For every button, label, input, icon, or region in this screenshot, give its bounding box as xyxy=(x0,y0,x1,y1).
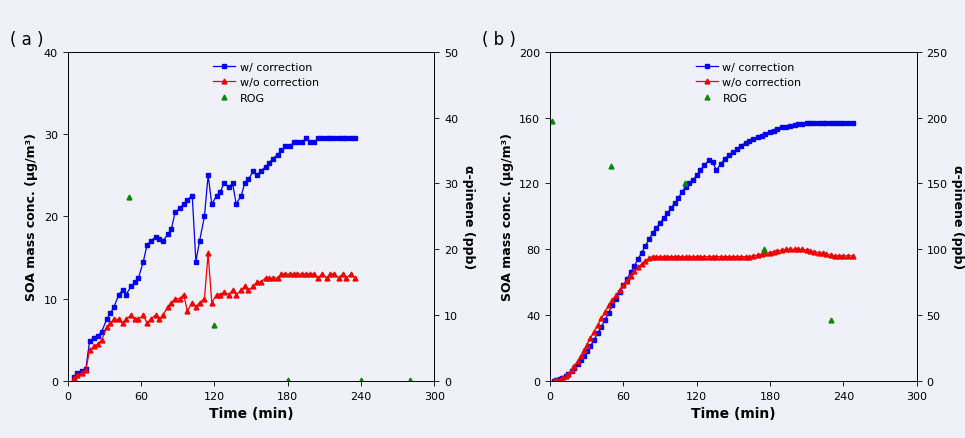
w/o correction xyxy=(715,254,727,260)
w/o correction xyxy=(104,321,116,326)
w/o correction xyxy=(847,254,859,259)
Text: ( b ): ( b ) xyxy=(482,31,516,49)
w/o correction xyxy=(349,276,361,281)
w/ correction xyxy=(847,121,859,127)
w/ correction xyxy=(132,276,144,281)
ROG xyxy=(208,322,220,328)
w/ correction xyxy=(548,378,560,383)
Line: ROG: ROG xyxy=(550,120,834,323)
w/o correction xyxy=(743,254,755,260)
w/o correction xyxy=(68,376,79,381)
w/o correction xyxy=(813,251,825,256)
ROG xyxy=(825,318,837,323)
Line: w/o correction: w/o correction xyxy=(551,247,856,383)
w/o correction xyxy=(731,254,743,260)
w/ correction xyxy=(313,136,324,141)
Line: w/ correction: w/ correction xyxy=(551,122,856,383)
ROG xyxy=(404,378,416,383)
Line: w/ correction: w/ correction xyxy=(71,136,357,379)
w/o correction xyxy=(203,251,214,256)
w/ correction xyxy=(300,136,312,141)
Legend: w/ correction, w/o correction, ROG: w/ correction, w/o correction, ROG xyxy=(208,58,323,108)
Y-axis label: SOA mass conc. (μg/m³): SOA mass conc. (μg/m³) xyxy=(501,133,513,300)
X-axis label: Time (min): Time (min) xyxy=(208,406,293,420)
Y-axis label: α-pinene (ppb): α-pinene (ppb) xyxy=(462,165,475,269)
w/ correction xyxy=(349,136,361,141)
Y-axis label: α-pinene (ppb): α-pinene (ppb) xyxy=(951,165,964,269)
w/ correction xyxy=(68,374,79,380)
w/o correction xyxy=(153,317,165,322)
ROG xyxy=(678,181,690,187)
w/o correction xyxy=(669,254,680,260)
w/ correction xyxy=(813,121,825,127)
Y-axis label: SOA mass conc. (μg/m³): SOA mass conc. (μg/m³) xyxy=(25,133,39,300)
Line: w/o correction: w/o correction xyxy=(71,251,357,381)
w/ correction xyxy=(669,201,680,206)
ROG xyxy=(547,120,559,125)
ROG xyxy=(758,247,770,252)
w/ correction xyxy=(801,121,813,127)
ROG xyxy=(282,378,293,383)
Line: ROG: ROG xyxy=(126,194,412,383)
Legend: w/ correction, w/o correction, ROG: w/ correction, w/o correction, ROG xyxy=(691,58,806,108)
ROG xyxy=(605,164,617,170)
w/o correction xyxy=(227,288,238,293)
w/ correction xyxy=(104,311,116,316)
ROG xyxy=(355,378,367,383)
w/o correction xyxy=(548,378,560,384)
w/o correction xyxy=(309,272,320,277)
w/ correction xyxy=(719,157,731,162)
Text: ( a ): ( a ) xyxy=(10,31,43,49)
w/ correction xyxy=(731,147,743,152)
w/ correction xyxy=(223,185,234,191)
w/ correction xyxy=(153,237,165,243)
w/ correction xyxy=(715,162,727,167)
w/o correction xyxy=(313,276,324,281)
w/ correction xyxy=(743,138,755,144)
w/ correction xyxy=(309,140,320,145)
w/o correction xyxy=(719,254,731,260)
ROG xyxy=(123,194,134,200)
w/o correction xyxy=(780,247,791,252)
X-axis label: Time (min): Time (min) xyxy=(691,406,776,420)
w/o correction xyxy=(132,317,144,322)
